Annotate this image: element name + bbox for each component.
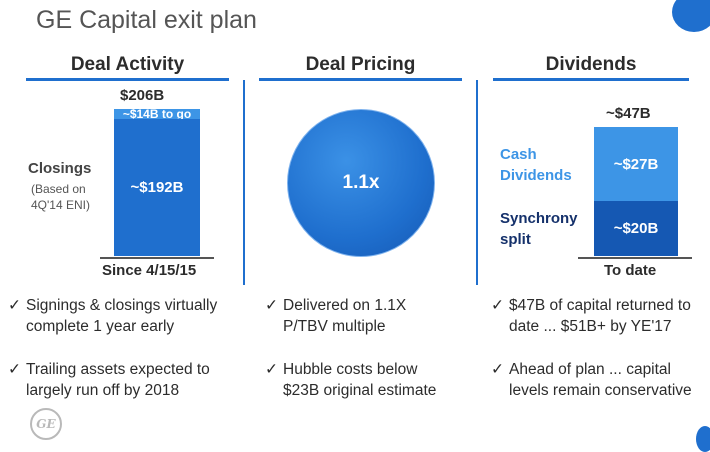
deal-activity-heading: Deal Activity	[70, 54, 185, 75]
check-icon: ✓	[491, 297, 504, 314]
bullet-line: Hubble costs below	[283, 361, 418, 378]
bullet-line: levels remain conservative	[509, 382, 692, 399]
bullet-line: Trailing assets expected to	[26, 361, 210, 378]
deal-activity-total-label: $206B	[120, 87, 165, 104]
bullet-line: complete 1 year early	[26, 318, 175, 335]
bullet-line: $23B original estimate	[283, 382, 437, 399]
synchrony-legend-line-2: split	[500, 231, 531, 248]
bar-segment-cash-dividends: ~$27B	[594, 127, 678, 202]
bar-segment-closings: ~$192B	[114, 118, 200, 256]
closings-note-line-1: (Based on	[31, 182, 86, 196]
synchrony-legend-line-1: Synchrony	[500, 210, 578, 227]
bar-segment-closings-label: ~$192B	[130, 178, 184, 196]
deal-activity-baseline	[100, 257, 214, 259]
dividends-bullet-2: ✓ Ahead of plan ... capital levels remai…	[491, 359, 706, 403]
bar-segment-synchrony-split-label: ~$20B	[613, 220, 659, 238]
bullet-line: date ... $51B+ by YE'17	[509, 318, 672, 335]
ge-logo-text: GE	[36, 417, 56, 431]
dividends-heading: Dividends	[545, 54, 637, 75]
cash-dividends-legend-line-2: Dividends	[500, 167, 572, 184]
corner-accent	[672, 0, 710, 32]
corner-accent-bottom	[696, 426, 710, 452]
deal-pricing-bullet-1: ✓ Delivered on 1.1X P/TBV multiple	[265, 295, 465, 339]
dividends-bullet-1: ✓ $47B of capital returned to date ... $…	[491, 295, 706, 339]
check-icon: ✓	[8, 361, 21, 378]
bullet-line: largely run off by 2018	[26, 382, 180, 399]
deal-activity-axis-label: Since 4/15/15	[102, 262, 197, 279]
closings-label: Closings	[28, 160, 92, 177]
check-icon: ✓	[8, 297, 21, 314]
closings-note-line-2: 4Q'14 ENI)	[31, 198, 90, 212]
deal-pricing-bullet-2: ✓ Hubble costs below $23B original estim…	[265, 359, 470, 403]
check-icon: ✓	[491, 361, 504, 378]
deal-activity-bullet-2: ✓ Trailing assets expected to largely ru…	[8, 359, 240, 403]
deal-activity-rule	[26, 78, 229, 81]
pricing-multiple-value: 1.1x	[342, 172, 380, 193]
bar-segment-synchrony-split: ~$20B	[594, 201, 678, 256]
deal-activity-bullet-1: ✓ Signings & closings virtually complete…	[8, 295, 240, 339]
bullet-line: Ahead of plan ... capital	[509, 361, 672, 378]
dividends-axis-label: To date	[604, 262, 657, 279]
check-icon: ✓	[265, 361, 278, 378]
bullet-line: Delivered on 1.1X	[283, 297, 407, 314]
deal-pricing-rule	[259, 78, 462, 81]
deal-pricing-heading: Deal Pricing	[305, 54, 416, 75]
bar-segment-to-go-label: ~$14B to go	[122, 107, 192, 121]
check-icon: ✓	[265, 297, 278, 314]
pricing-multiple-circle: 1.1x	[287, 109, 435, 257]
bullet-line: $47B of capital returned to	[509, 297, 691, 314]
column-divider-2	[476, 80, 478, 285]
bullet-line: Signings & closings virtually	[26, 297, 218, 314]
bar-segment-cash-dividends-label: ~$27B	[613, 155, 659, 173]
column-divider-1	[243, 80, 245, 285]
page-title: GE Capital exit plan	[36, 6, 257, 34]
cash-dividends-legend-line-1: Cash	[500, 146, 537, 163]
dividends-rule	[493, 78, 689, 81]
bullet-line: P/TBV multiple	[283, 318, 386, 335]
bar-segment-to-go: ~$14B to go	[114, 107, 200, 121]
dividends-baseline	[578, 257, 692, 259]
dividends-total-label: ~$47B	[606, 105, 651, 122]
ge-logo: GE	[30, 408, 62, 440]
